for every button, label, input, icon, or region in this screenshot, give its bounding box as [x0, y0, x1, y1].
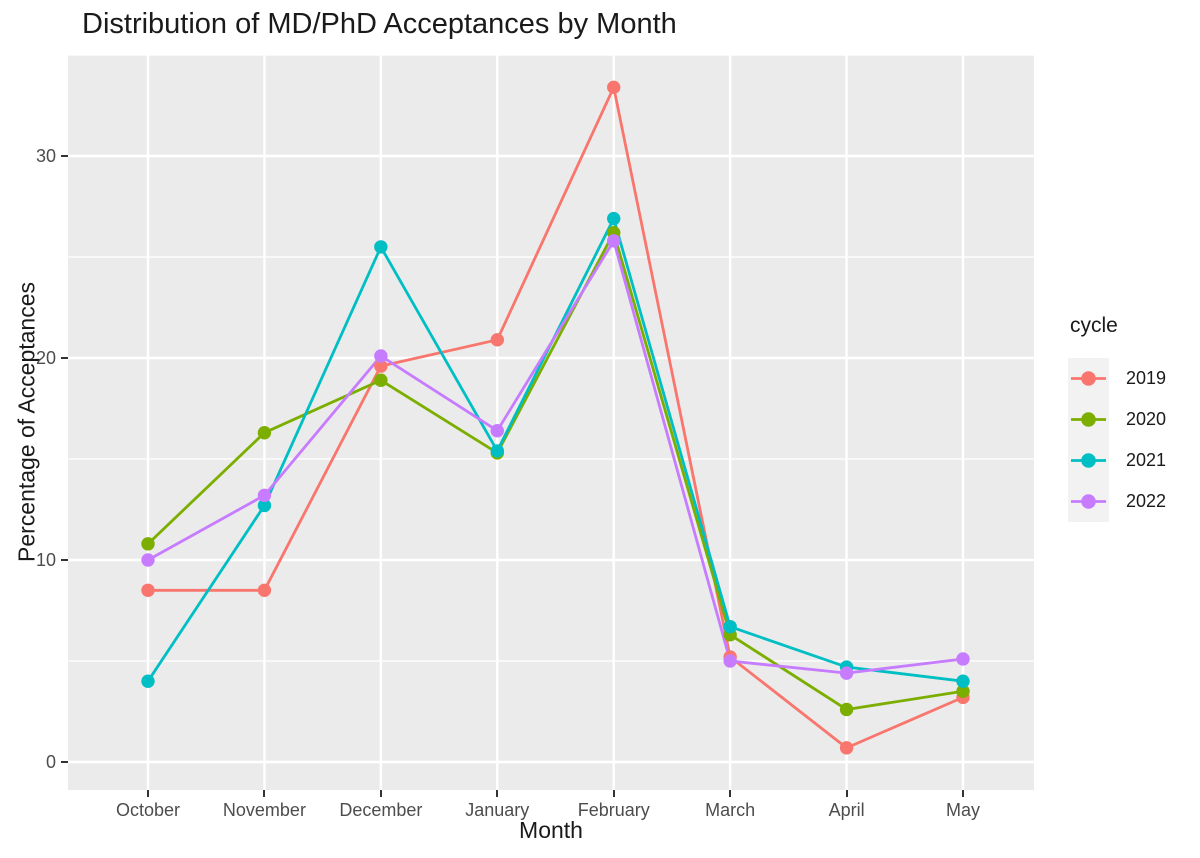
- legend-key-icon-2019: [1068, 358, 1109, 399]
- plot-svg: [68, 55, 1034, 790]
- point-2022-november: [257, 488, 272, 503]
- x-tick-mark-december: [379, 790, 382, 797]
- legend-item-2019: 2019: [1068, 358, 1166, 399]
- point-2020-may: [956, 684, 970, 698]
- point-2019-december: [374, 359, 388, 373]
- point-2022-may: [956, 652, 970, 666]
- x-tick-label-january: January: [465, 800, 530, 820]
- point-2021-october: [141, 674, 155, 688]
- point-2021-may: [956, 674, 970, 688]
- y-tick-mark-20: [61, 357, 68, 359]
- point-2022-april: [839, 666, 854, 680]
- x-tick-mark-february: [612, 790, 615, 797]
- series-line-2022: [147, 237, 964, 675]
- x-tick-mark-october: [147, 790, 149, 797]
- point-2019-april: [839, 741, 854, 755]
- y-tick-label-30: 30: [35, 146, 56, 166]
- point-2021-february: [607, 211, 621, 226]
- legend-item-2020: 2020: [1068, 399, 1166, 440]
- point-2021-january: [490, 444, 504, 458]
- point-2021-december: [374, 240, 388, 254]
- x-tick-mark-march: [729, 790, 732, 797]
- legend-key-icon-2021: [1068, 440, 1109, 481]
- x-axis-title: Month: [519, 817, 583, 843]
- y-axis-title: Percentage of Acceptances: [13, 281, 40, 563]
- x-tick-label-april: April: [828, 800, 865, 820]
- x-tick-mark-april: [845, 790, 848, 797]
- legend: cycle 2019 2020 2021 2022: [1068, 314, 1166, 522]
- legend-label-2022: 2022: [1126, 491, 1167, 511]
- chart-title: Distribution of MD/PhD Acceptances by Mo…: [82, 8, 677, 40]
- y-tick-label-0: 0: [45, 752, 56, 772]
- x-tick-mark-may: [962, 790, 964, 797]
- point-2022-february: [607, 234, 621, 248]
- x-tick-mark-november: [263, 790, 266, 797]
- point-2020-april: [839, 702, 854, 717]
- series-line-2020: [147, 229, 964, 711]
- y-tick-mark-0: [61, 761, 68, 763]
- y-tick-label-20: 20: [35, 348, 56, 368]
- legend-label-2019: 2019: [1126, 368, 1167, 388]
- legend-label-2021: 2021: [1126, 450, 1167, 470]
- x-tick-label-march: March: [705, 800, 756, 820]
- point-2021-november: [257, 498, 272, 513]
- point-2019-february: [607, 80, 621, 95]
- point-2021-march: [723, 619, 737, 634]
- legend-key-icon-2020: [1068, 399, 1109, 440]
- plot-panel: [68, 55, 1034, 790]
- series-line-2021: [146, 214, 964, 683]
- legend-item-2022: 2022: [1068, 481, 1166, 522]
- point-2019-january: [490, 333, 504, 347]
- legend-items: 2019 2020 2021 2022: [1068, 358, 1166, 522]
- y-tick-mark-30: [61, 155, 68, 157]
- x-tick-label-february: February: [577, 800, 650, 820]
- legend-key-icon-2022: [1068, 481, 1109, 522]
- point-2020-december: [374, 373, 388, 387]
- x-tick-label-december: December: [339, 800, 423, 820]
- x-tick-mark-january: [496, 790, 499, 797]
- legend-label-2020: 2020: [1126, 409, 1167, 429]
- x-tick-label-october: October: [115, 800, 181, 820]
- point-2022-march: [723, 654, 737, 668]
- legend-title: cycle: [1070, 314, 1118, 337]
- point-2022-december: [374, 349, 388, 363]
- point-2022-january: [490, 424, 504, 438]
- point-2019-october: [141, 583, 155, 597]
- point-2020-october: [141, 537, 155, 551]
- legend-item-2021: 2021: [1068, 440, 1166, 481]
- x-tick-label-may: May: [945, 800, 980, 820]
- x-tick-label-november: November: [222, 800, 306, 820]
- series-line-2019: [148, 82, 964, 750]
- point-2020-november: [257, 426, 272, 440]
- y-tick-mark-10: [61, 559, 68, 561]
- point-2019-november: [257, 583, 272, 597]
- y-tick-label-10: 10: [35, 550, 56, 570]
- point-2022-october: [141, 553, 155, 567]
